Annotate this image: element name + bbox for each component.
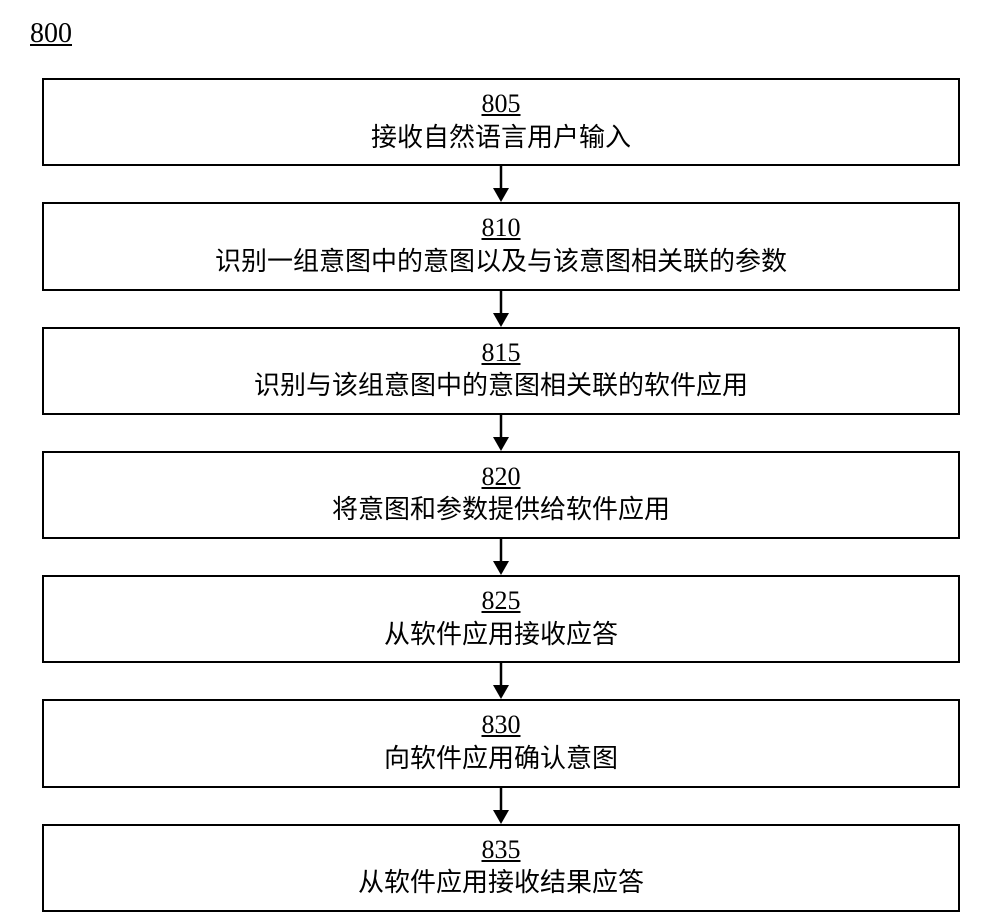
step-number: 820 [44, 461, 958, 494]
step-number: 830 [44, 709, 958, 742]
step-text: 接收自然语言用户输入 [44, 121, 958, 155]
flow-arrow [42, 415, 960, 451]
step-text: 将意图和参数提供给软件应用 [44, 493, 958, 527]
arrow-down-icon [491, 291, 511, 327]
flowchart: 805 接收自然语言用户输入 810 识别一组意图中的意图以及与该意图相关联的参… [42, 78, 960, 912]
step-text: 识别与该组意图中的意图相关联的软件应用 [44, 369, 958, 403]
step-number: 835 [44, 834, 958, 867]
arrow-down-icon [491, 166, 511, 202]
flow-step: 805 接收自然语言用户输入 [42, 78, 960, 166]
flow-arrow [42, 539, 960, 575]
figure-label: 800 [30, 18, 72, 50]
flow-arrow [42, 663, 960, 699]
flow-step: 825 从软件应用接收应答 [42, 575, 960, 663]
arrow-down-icon [491, 539, 511, 575]
step-number: 825 [44, 585, 958, 618]
arrow-down-icon [491, 415, 511, 451]
page: 800 805 接收自然语言用户输入 810 识别一组意图中的意图以及与该意图相… [0, 0, 1000, 902]
step-text: 向软件应用确认意图 [44, 742, 958, 776]
arrow-down-icon [491, 788, 511, 824]
flow-arrow [42, 166, 960, 202]
flow-step: 830 向软件应用确认意图 [42, 699, 960, 787]
arrow-down-icon [491, 663, 511, 699]
flow-step: 815 识别与该组意图中的意图相关联的软件应用 [42, 327, 960, 415]
step-number: 815 [44, 337, 958, 370]
step-text: 从软件应用接收结果应答 [44, 866, 958, 900]
flow-step: 820 将意图和参数提供给软件应用 [42, 451, 960, 539]
step-number: 810 [44, 212, 958, 245]
step-number: 805 [44, 88, 958, 121]
flow-step: 810 识别一组意图中的意图以及与该意图相关联的参数 [42, 202, 960, 290]
flow-arrow [42, 291, 960, 327]
step-text: 识别一组意图中的意图以及与该意图相关联的参数 [44, 245, 958, 279]
flow-step: 835 从软件应用接收结果应答 [42, 824, 960, 912]
step-text: 从软件应用接收应答 [44, 618, 958, 652]
flow-arrow [42, 788, 960, 824]
